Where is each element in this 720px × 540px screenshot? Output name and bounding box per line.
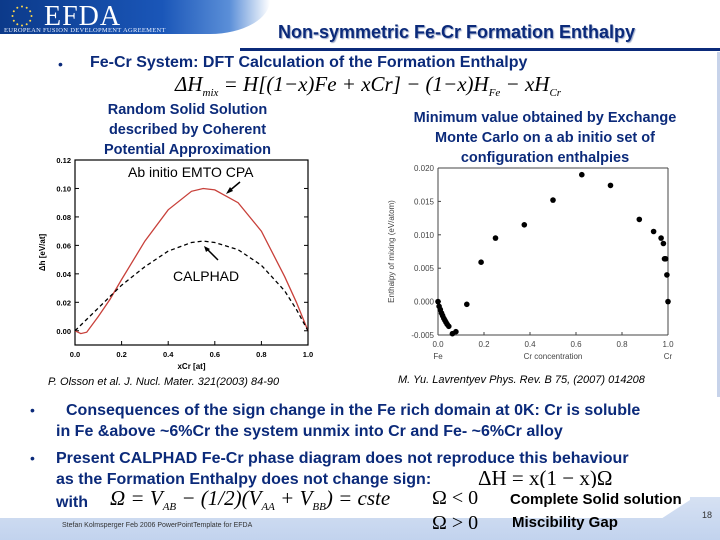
svg-text:1.0: 1.0: [662, 340, 674, 349]
bullet-heading: Fe-Cr System: DFT Calculation of the For…: [90, 54, 528, 71]
efda-subtitle: EUROPEAN FUSION DEVELOPMENT AGREEMENT: [4, 27, 166, 34]
left-chart-plot: 0.00 0.02 0.04 0.06 0.08 0.10 0.12 0.0 0.2 0.4 0.6…: [38, 156, 313, 371]
svg-text:0.000: 0.000: [414, 298, 435, 307]
omega-negative-label: Complete Solid solution: [510, 491, 682, 508]
svg-text:0.015: 0.015: [414, 197, 435, 206]
footer-text: Stefan Kolmsperger Feb 2006 PowerPointTe…: [62, 522, 253, 529]
right-caption: Minimum value obtained by Exchange Monte…: [385, 108, 705, 168]
bullet-dot: •: [30, 450, 35, 466]
caption-line: Minimum value obtained by Exchange: [413, 110, 677, 126]
bullet-calphad-line1: Present CALPHAD Fe-Cr phase diagram does…: [56, 450, 629, 467]
svg-text:0.08: 0.08: [56, 213, 71, 222]
bullet-consequences-line1: Consequences of the sign change in the F…: [66, 402, 641, 419]
svg-text:0.005: 0.005: [414, 264, 435, 273]
svg-text:Enthalpy of mixing (eV/atom): Enthalpy of mixing (eV/atom): [387, 200, 396, 303]
right-chart-plot: -0.005 0.000 0.005 0.010 0.015 0.020 0.0 0.2 0.4…: [387, 164, 674, 361]
eu-stars-icon: [11, 5, 33, 27]
formula-omega: Ω = VAB − (1/2)(VAA + VBB) = cste: [110, 486, 391, 514]
svg-text:0.00: 0.00: [56, 327, 71, 336]
svg-text:0.010: 0.010: [414, 231, 435, 240]
efda-logo: EFDA: [44, 1, 122, 32]
svg-text:0.06: 0.06: [56, 241, 71, 250]
svg-text:Cr: Cr: [664, 352, 673, 361]
page-title: Non-symmetric Fe-Cr Formation Enthalpy: [278, 22, 636, 42]
svg-text:xCr [at]: xCr [at]: [177, 362, 205, 371]
slide-edge: [717, 52, 720, 397]
left-reference: P. Olsson et al. J. Nucl. Mater. 321(200…: [48, 376, 280, 388]
svg-text:0.6: 0.6: [570, 340, 582, 349]
svg-text:Δh [eV/at]: Δh [eV/at]: [38, 234, 47, 272]
with-label: with: [56, 494, 88, 511]
caption-line: Potential Approximation: [103, 142, 272, 158]
svg-text:Ab initio EMTO CPA: Ab initio EMTO CPA: [128, 164, 254, 180]
caption-line: configuration enthalpies: [460, 150, 630, 166]
bullet-calphad-line2: as the Formation Enthalpy does not chang…: [56, 471, 432, 488]
right-reference: M. Yu. Lavrentyev Phys. Rev. B 75, (2007…: [398, 374, 645, 386]
svg-text:0.10: 0.10: [56, 184, 71, 193]
svg-text:0.8: 0.8: [616, 340, 628, 349]
svg-text:0.6: 0.6: [210, 350, 220, 359]
svg-text:0.2: 0.2: [478, 340, 490, 349]
svg-text:0.4: 0.4: [163, 350, 174, 359]
caption-line: described by Coherent: [108, 122, 267, 138]
svg-text:0.4: 0.4: [524, 340, 536, 349]
page-number: 18: [702, 510, 713, 520]
svg-text:0.0: 0.0: [70, 350, 80, 359]
emto-calphad-chart: 0.00 0.02 0.04 0.06 0.08 0.10 0.12 0.0 0.2 0.4 0.6…: [38, 156, 313, 371]
bullet-dot: •: [30, 402, 35, 418]
omega-positive-label: Miscibility Gap: [512, 514, 618, 531]
svg-text:1.0: 1.0: [303, 350, 313, 359]
svg-text:0.020: 0.020: [414, 164, 435, 173]
svg-text:0.2: 0.2: [116, 350, 126, 359]
bullet-consequences-line2: in Fe &above ~6%Cr the system unmix into…: [56, 423, 563, 440]
svg-text:Fe: Fe: [433, 352, 443, 361]
svg-text:CALPHAD: CALPHAD: [173, 268, 239, 284]
caption-line: Random Solid Solution: [107, 102, 268, 118]
svg-text:0.12: 0.12: [56, 156, 71, 165]
svg-text:0.0: 0.0: [432, 340, 444, 349]
efda-banner: [0, 0, 270, 34]
caption-line: Monte Carlo on a ab initio set of: [435, 130, 655, 146]
omega-positive: Ω > 0: [432, 512, 479, 534]
svg-text:0.8: 0.8: [256, 350, 266, 359]
monte-carlo-chart: -0.005 0.000 0.005 0.010 0.015 0.020 0.0 0.2 0.4…: [387, 164, 674, 361]
svg-text:-0.005: -0.005: [411, 331, 434, 340]
bullet-dot: •: [58, 56, 63, 72]
svg-text:Cr concentration: Cr concentration: [524, 352, 583, 361]
svg-text:0.04: 0.04: [56, 270, 71, 279]
content-panel-edge: [0, 488, 690, 518]
omega-negative: Ω < 0: [432, 487, 479, 509]
formula-mixing-enthalpy: ΔHmix = H[(1−x)Fe + xCr] − (1−x)HFe − xH…: [175, 72, 562, 100]
svg-text:0.02: 0.02: [56, 298, 71, 307]
title-divider: [240, 48, 720, 51]
left-caption: Random Solid Solution described by Coher…: [70, 100, 305, 160]
formula-delta-h: ΔH = x(1 − x)Ω: [478, 466, 613, 490]
